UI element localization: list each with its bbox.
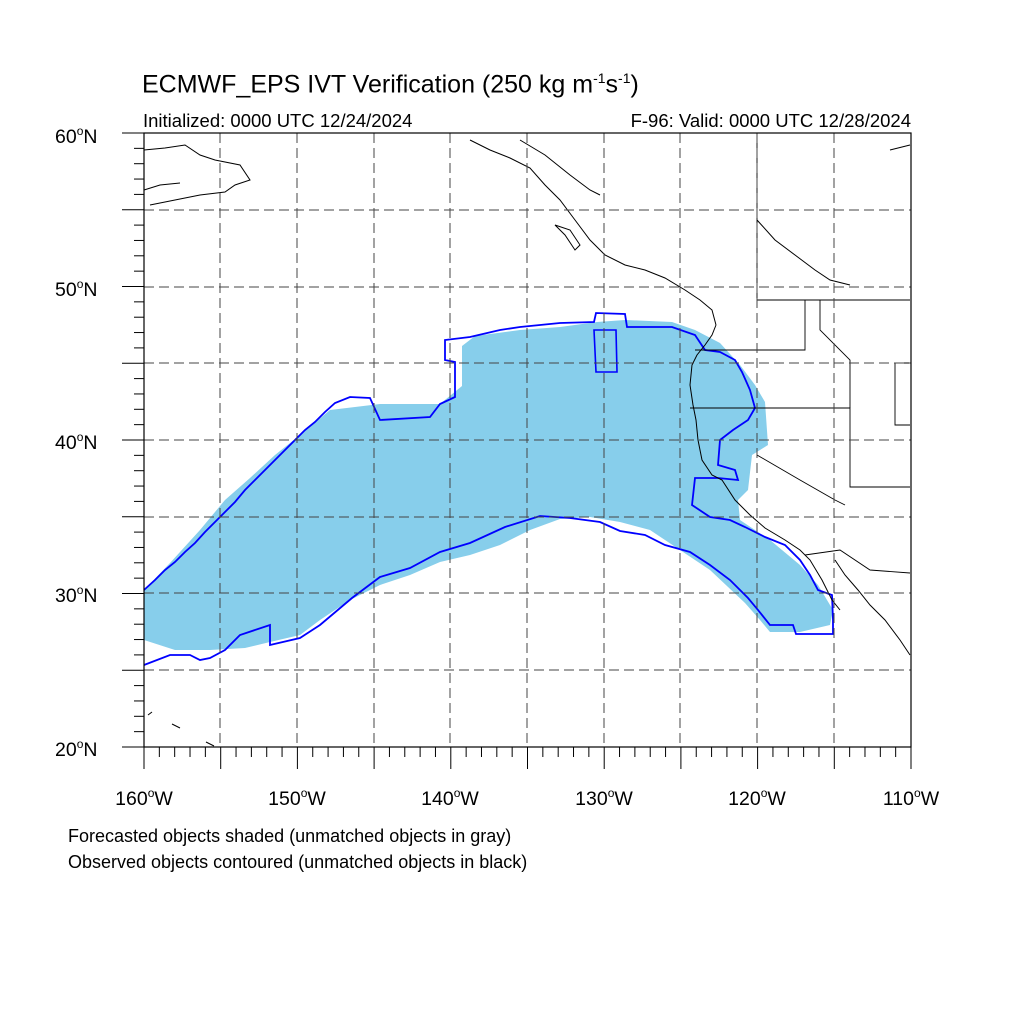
lat-label-50: 50oN: [55, 277, 98, 301]
lat-label-30: 30oN: [55, 583, 98, 607]
initialized-label: Initialized: 0000 UTC 12/24/2024: [143, 110, 413, 131]
lat-label-60: 60oN: [55, 124, 98, 148]
map-title: ECMWF_EPS IVT Verification (250 kg m-1s-…: [142, 70, 639, 99]
observed-object-contour: [143, 312, 834, 666]
valid-time-label: F-96: Valid: 0000 UTC 12/28/2024: [630, 110, 911, 131]
forecast-object: [144, 320, 833, 650]
legend-observed-note: Observed objects contoured (unmatched ob…: [68, 852, 528, 872]
axis-ticks: [122, 132, 912, 769]
legend-forecast-note: Forecasted objects shaded (unmatched obj…: [68, 826, 512, 846]
lat-label-20: 20oN: [55, 737, 98, 761]
lon-label-150w: 150oW: [268, 786, 326, 810]
lon-label-120w: 120oW: [728, 786, 786, 810]
lon-label-140w: 140oW: [421, 786, 479, 810]
graticule: [144, 133, 911, 747]
observed-inner-contour: [593, 329, 618, 373]
lon-label-110w: 110oW: [882, 786, 940, 810]
lat-label-40: 40oN: [55, 430, 98, 454]
lon-label-160w: 160oW: [115, 786, 173, 810]
coastlines: [143, 139, 911, 747]
lon-label-130w: 130oW: [575, 786, 633, 810]
